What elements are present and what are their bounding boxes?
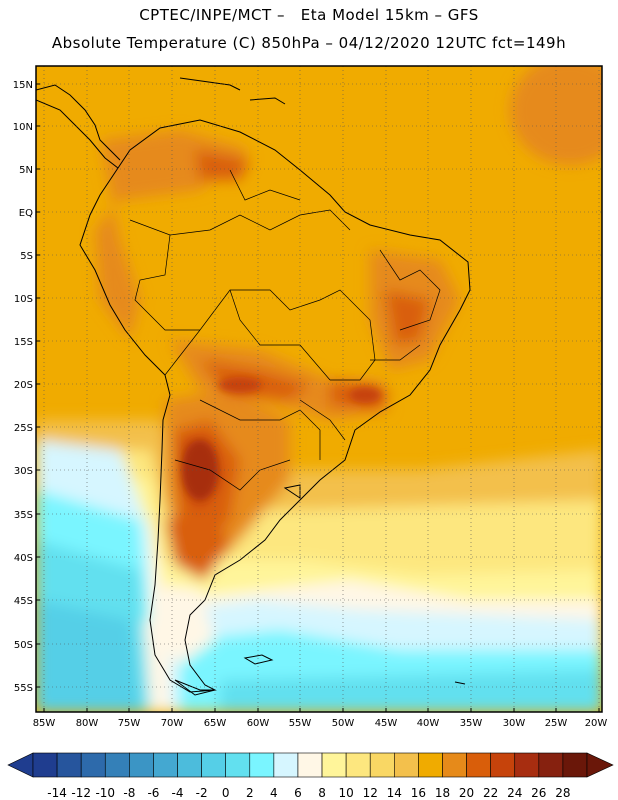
colorbar: -14 -12 -10 -8 -6 -4 -2 0 2 4 6 8 10 12 14 16 18 20 22 24 26… <box>7 752 614 800</box>
colorbar-swatch <box>249 752 275 778</box>
lon-label: 70W <box>161 718 184 729</box>
colorbar-swatch <box>153 752 178 778</box>
lon-label: 65W <box>204 718 227 729</box>
colorbar-label: 14 <box>387 786 402 800</box>
country-borders <box>129 169 441 491</box>
colorbar-label: 18 <box>435 786 450 800</box>
temperature-field <box>36 66 602 712</box>
colorbar-label: 2 <box>246 786 254 800</box>
colorbar-swatch <box>369 752 395 778</box>
colorbar-swatch <box>514 752 540 778</box>
map-frame <box>35 65 603 713</box>
colorbar-swatch <box>418 752 443 778</box>
map-title: CPTEC/INPE/MCT – Eta Model 15km – GFS <box>139 6 479 24</box>
lon-label: 55W <box>289 718 312 729</box>
colorbar-label: 12 <box>363 786 378 800</box>
lon-label: 60W <box>247 718 270 729</box>
lon-label: 30W <box>503 718 526 729</box>
longitude-labels: 85W 80W 75W 70W 65W 60W 55W 50W 45W 40W … <box>33 718 608 729</box>
lat-label: 50S <box>14 640 33 651</box>
colorbar-swatch <box>562 752 588 778</box>
lat-label: 10S <box>14 294 33 305</box>
lon-label: 35W <box>460 718 483 729</box>
lat-label: 5S <box>20 251 33 262</box>
colorbar-swatch <box>442 752 467 778</box>
lat-label: 35S <box>14 510 33 521</box>
lat-label: 25S <box>14 423 33 434</box>
colorbar-label: -8 <box>123 786 135 800</box>
colorbar-label: 16 <box>411 786 426 800</box>
lat-label: EQ <box>19 208 33 219</box>
colorbar-swatch <box>345 752 371 778</box>
axis-ticks <box>36 83 600 712</box>
colorbar-max-arrow <box>586 752 614 778</box>
lat-label: 15N <box>13 80 33 91</box>
colorbar-label: 20 <box>459 786 474 800</box>
colorbar-swatch <box>129 752 154 778</box>
lon-label: 20W <box>585 718 608 729</box>
colorbar-swatch <box>225 752 251 778</box>
lat-label: 55S <box>14 683 33 694</box>
colorbar-label: -4 <box>172 786 184 800</box>
colorbar-label: 6 <box>294 786 302 800</box>
colorbar-label: -12 <box>71 786 91 800</box>
colorbar-label: 8 <box>318 786 326 800</box>
colorbar-swatch <box>32 752 58 778</box>
colorbar-label: 4 <box>270 786 278 800</box>
colorbar-label: 0 <box>222 786 230 800</box>
colorbar-label: -6 <box>147 786 159 800</box>
lat-label: 10N <box>13 122 33 133</box>
lat-label: 40S <box>14 553 33 564</box>
map-subtitle: Absolute Temperature (C) 850hPa – 04/12/… <box>51 34 567 52</box>
colorbar-swatch <box>321 752 347 778</box>
colorbar-label: 10 <box>338 786 353 800</box>
lat-label: 20S <box>14 380 33 391</box>
coastlines <box>36 77 471 696</box>
latitude-labels: 15N 10N 5N EQ 5S 10S 15S 20S 25S 30S 35S… <box>13 80 33 694</box>
lon-label: 50W <box>332 718 355 729</box>
colorbar-swatch <box>80 752 106 778</box>
colorbar-swatch <box>490 752 516 778</box>
lon-label: 25W <box>545 718 568 729</box>
colorbar-swatch <box>394 752 419 778</box>
colorbar-swatch <box>201 752 226 778</box>
colorbar-label: 22 <box>483 786 498 800</box>
lat-label: 45S <box>14 596 33 607</box>
lon-label: 45W <box>375 718 398 729</box>
lat-label: 30S <box>14 466 33 477</box>
lat-label: 5N <box>19 165 33 176</box>
colorbar-label: 26 <box>531 786 546 800</box>
colorbar-swatch <box>273 752 299 778</box>
lon-label: 85W <box>33 718 56 729</box>
colorbar-swatch <box>538 752 564 778</box>
colorbar-label: 24 <box>507 786 522 800</box>
colorbar-swatch <box>177 752 202 778</box>
colorbar-label: -2 <box>196 786 208 800</box>
colorbar-min-arrow <box>7 752 34 778</box>
lon-label: 75W <box>118 718 141 729</box>
lat-label: 15S <box>14 337 33 348</box>
colorbar-label: 28 <box>555 786 570 800</box>
colorbar-swatch <box>104 752 130 778</box>
lon-label: 40W <box>417 718 440 729</box>
colorbar-swatch <box>56 752 82 778</box>
colorbar-swatch <box>297 752 323 778</box>
colorbar-label: -10 <box>95 786 115 800</box>
lon-label: 80W <box>76 718 99 729</box>
colorbar-swatch <box>466 752 491 778</box>
colorbar-label: -14 <box>47 786 67 800</box>
